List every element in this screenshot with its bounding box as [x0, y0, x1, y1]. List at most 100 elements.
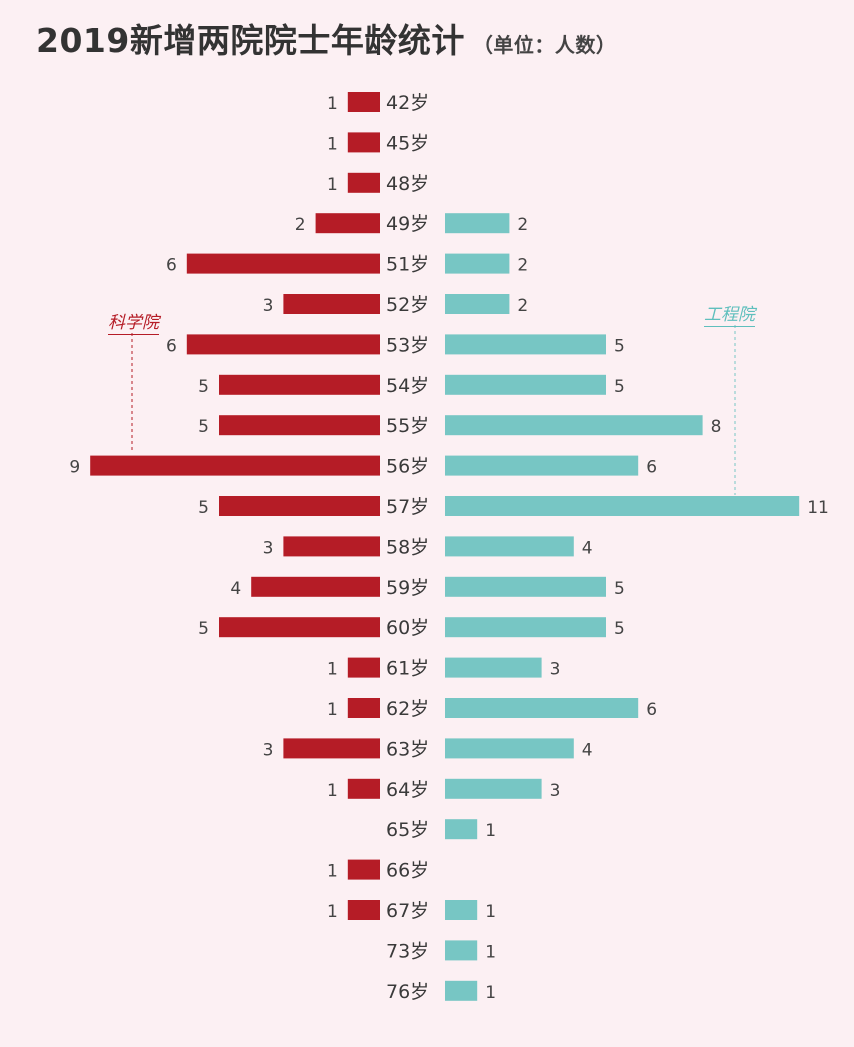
bar-science — [347, 698, 380, 718]
bar-engineering — [445, 617, 606, 638]
value-label-engineering: 4 — [582, 538, 593, 558]
value-label-engineering: 3 — [550, 660, 561, 680]
value-label-engineering: 1 — [485, 821, 496, 841]
bar-science — [347, 172, 380, 193]
value-label-science: 1 — [327, 781, 338, 801]
bar-engineering — [445, 819, 478, 840]
age-tick-label: 76岁 — [386, 981, 429, 1003]
value-label-science: 5 — [198, 377, 209, 397]
bar-science — [347, 859, 380, 880]
chart-title: 2019新增两院院士年龄统计 （单位：人数） — [36, 14, 616, 62]
value-label-engineering: 2 — [517, 296, 528, 316]
value-label-science: 6 — [166, 336, 177, 356]
bar-science — [251, 576, 380, 597]
bar-science — [347, 657, 380, 678]
age-tick-label: 52岁 — [386, 294, 429, 316]
value-label-engineering: 5 — [614, 619, 625, 639]
bar-engineering — [445, 213, 510, 234]
age-tick-label: 60岁 — [386, 617, 429, 639]
bar-engineering — [445, 334, 606, 355]
bar-engineering — [445, 536, 574, 557]
bar-science — [219, 374, 380, 395]
age-tick-label: 57岁 — [386, 496, 429, 518]
bar-engineering — [445, 940, 478, 961]
bar-engineering — [445, 496, 800, 516]
value-label-engineering: 6 — [646, 700, 657, 720]
value-label-engineering: 2 — [517, 215, 528, 235]
bar-engineering — [445, 698, 639, 718]
age-tick-label: 45岁 — [386, 132, 429, 154]
age-tick-label: 49岁 — [386, 213, 429, 235]
value-label-engineering: 1 — [485, 902, 496, 922]
value-label-engineering: 3 — [550, 781, 561, 801]
value-label-science: 3 — [263, 296, 274, 316]
value-label-engineering: 1 — [485, 942, 496, 962]
age-tick-label: 66岁 — [386, 860, 429, 882]
age-tick-label: 58岁 — [386, 536, 429, 558]
value-label-science: 1 — [327, 700, 338, 720]
bar-science — [186, 253, 380, 274]
age-tick-label: 65岁 — [386, 819, 429, 841]
age-tick-label: 56岁 — [386, 456, 429, 478]
bar-science — [347, 778, 380, 799]
bar-science — [347, 900, 380, 920]
value-label-engineering: 8 — [711, 417, 722, 437]
age-tick-label: 42岁 — [386, 92, 429, 114]
value-label-science: 1 — [327, 134, 338, 154]
bar-engineering — [445, 778, 542, 799]
age-tick-label: 48岁 — [386, 173, 429, 195]
series-label-engineering: 工程院 — [704, 300, 755, 327]
bar-science — [90, 455, 380, 476]
bar-engineering — [445, 657, 542, 678]
value-label-engineering: 2 — [517, 256, 528, 276]
bar-science — [219, 617, 380, 638]
bar-engineering — [445, 253, 510, 274]
series-label-science: 科学院 — [108, 308, 159, 335]
bar-science — [219, 415, 380, 436]
value-label-science: 3 — [263, 740, 274, 760]
value-label-science: 1 — [327, 660, 338, 680]
age-tick-label: 59岁 — [386, 577, 429, 599]
bar-engineering — [445, 576, 606, 597]
age-tick-label: 55岁 — [386, 415, 429, 437]
value-label-science: 9 — [69, 458, 80, 478]
value-label-science: 2 — [295, 215, 306, 235]
age-tick-label: 64岁 — [386, 779, 429, 801]
bar-science — [186, 334, 380, 355]
bar-science — [283, 294, 380, 314]
bar-engineering — [445, 738, 574, 759]
bar-science — [283, 536, 380, 557]
bar-engineering — [445, 900, 478, 920]
value-label-science: 1 — [327, 175, 338, 195]
bar-science — [283, 738, 380, 759]
age-tick-label: 63岁 — [386, 738, 429, 760]
value-label-engineering: 6 — [646, 458, 657, 478]
age-tick-label: 61岁 — [386, 658, 429, 680]
chart-subtitle: （单位：人数） — [472, 33, 617, 57]
value-label-engineering: 5 — [614, 377, 625, 397]
age-tick-label: 53岁 — [386, 334, 429, 356]
bar-science — [219, 496, 380, 516]
bar-engineering — [445, 374, 606, 395]
bar-science — [315, 213, 380, 234]
value-label-science: 5 — [198, 619, 209, 639]
bar-engineering — [445, 294, 510, 314]
age-tick-label: 67岁 — [386, 900, 429, 922]
value-label-engineering: 5 — [614, 336, 625, 356]
value-label-science: 3 — [263, 538, 274, 558]
value-label-science: 5 — [198, 498, 209, 518]
age-tick-label: 73岁 — [386, 940, 429, 962]
age-tick-label: 51岁 — [386, 254, 429, 276]
chart-title-text: 2019新增两院院士年龄统计 — [36, 21, 465, 60]
age-tick-label: 54岁 — [386, 375, 429, 397]
bar-science — [347, 132, 380, 153]
age-tick-label: 62岁 — [386, 698, 429, 720]
bar-engineering — [445, 980, 478, 1001]
value-label-science: 1 — [327, 94, 338, 114]
value-label-science: 4 — [230, 579, 241, 599]
value-label-science: 1 — [327, 862, 338, 882]
value-label-science: 6 — [166, 256, 177, 276]
value-label-engineering: 1 — [485, 983, 496, 1003]
